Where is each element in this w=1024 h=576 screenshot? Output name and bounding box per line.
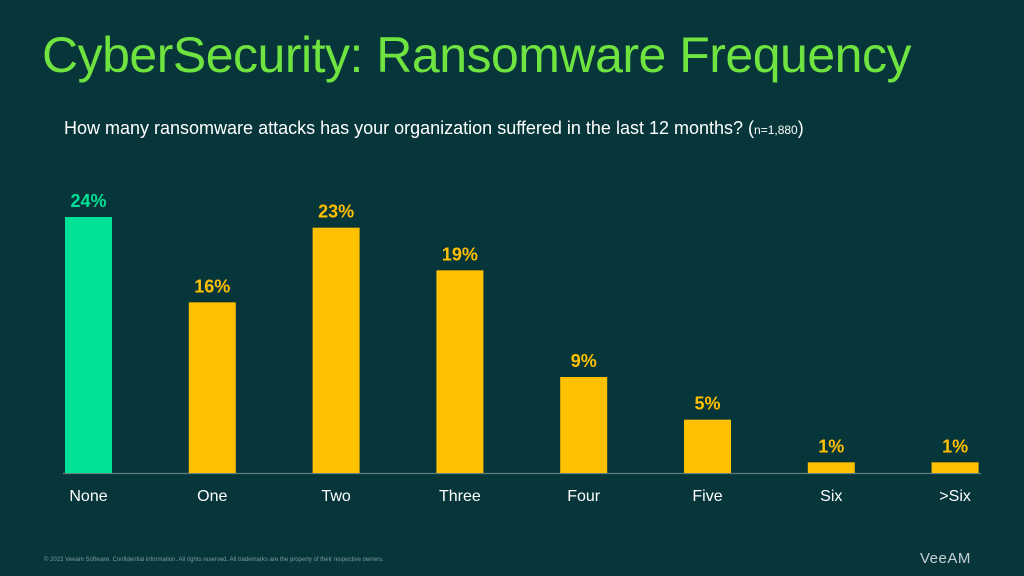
bar-6 (807, 462, 855, 473)
x-tick-label-0: None (69, 488, 107, 505)
x-tick-label-7: >Six (939, 488, 971, 505)
data-label-1: 16% (194, 276, 230, 296)
bar-0 (65, 217, 112, 473)
data-label-4: 9% (571, 351, 597, 371)
subtitle-question: How many ransomware attacks has your org… (64, 118, 755, 138)
data-label-6: 1% (818, 436, 844, 456)
veeam-logo: VeeAM (920, 550, 971, 567)
data-label-5: 5% (694, 394, 720, 414)
x-tick-label-3: Three (439, 488, 481, 505)
chart-subtitle: How many ransomware attacks has your org… (64, 118, 804, 139)
bar-7 (931, 462, 979, 473)
bar-5 (684, 419, 731, 473)
bar-3 (436, 270, 484, 473)
x-tick-label-2: Two (321, 488, 350, 505)
data-label-7: 1% (942, 436, 968, 456)
data-label-3: 19% (442, 244, 478, 264)
page-title: CyberSecurity: Ransomware Frequency (42, 27, 911, 83)
subtitle-close: ) (797, 118, 804, 138)
data-label-2: 23% (318, 202, 354, 222)
bar-1 (188, 302, 236, 473)
bar-2 (312, 227, 360, 473)
copyright-notice: © 2022 Veeam Software. Confidential info… (44, 557, 384, 563)
x-tick-label-5: Five (692, 488, 722, 505)
data-label-0: 24% (70, 191, 106, 211)
sample-size: n=1,880 (754, 123, 798, 137)
x-tick-label-4: Four (567, 488, 601, 505)
bar-4 (560, 377, 608, 473)
x-tick-label-1: One (197, 488, 227, 505)
x-tick-label-6: Six (820, 488, 842, 505)
